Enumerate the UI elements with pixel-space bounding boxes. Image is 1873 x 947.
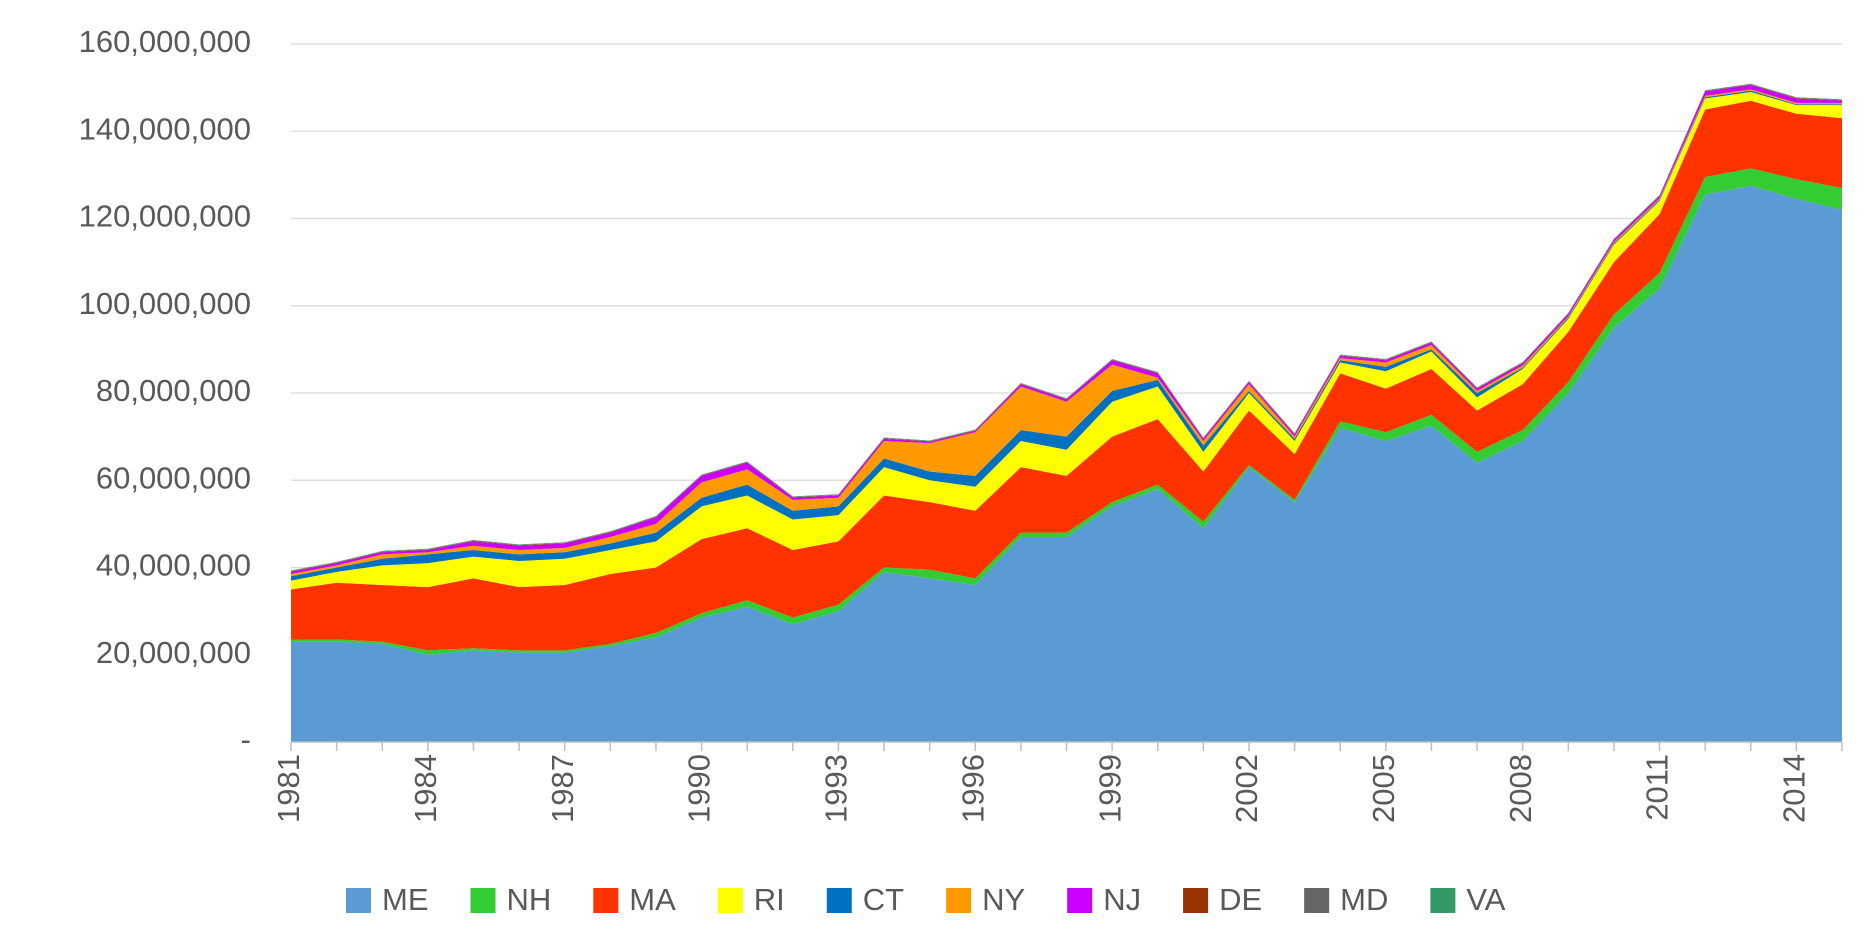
legend-swatch bbox=[593, 888, 619, 913]
x-tick-label: 1981 bbox=[271, 754, 306, 823]
legend-label: NY bbox=[982, 882, 1025, 917]
y-tick-label: 160,000,000 bbox=[79, 24, 251, 59]
y-tick-label: 120,000,000 bbox=[79, 199, 251, 234]
area bbox=[291, 185, 1842, 742]
x-tick-label: 2005 bbox=[1366, 754, 1401, 823]
legend-swatch bbox=[470, 888, 496, 913]
y-tick-label: 100,000,000 bbox=[79, 286, 251, 321]
legend-label: CT bbox=[863, 882, 904, 917]
y-tick-label: 20,000,000 bbox=[96, 635, 251, 670]
legend-label: DE bbox=[1219, 882, 1262, 917]
y-tick-label: 60,000,000 bbox=[96, 460, 251, 495]
y-tick-label: 140,000,000 bbox=[79, 111, 251, 146]
x-tick-label: 1990 bbox=[682, 754, 717, 823]
x-tick-label: 1987 bbox=[545, 754, 580, 823]
legend-label: NH bbox=[507, 882, 552, 917]
y-tick-label: - bbox=[241, 722, 251, 757]
legend-label: MD bbox=[1340, 882, 1388, 917]
area bbox=[291, 85, 1842, 575]
legend-swatch bbox=[1430, 888, 1456, 913]
area bbox=[291, 84, 1842, 572]
area bbox=[291, 84, 1842, 572]
legend-label: VA bbox=[1466, 882, 1505, 917]
legend-label: RI bbox=[754, 882, 785, 917]
area bbox=[291, 168, 1842, 655]
x-tick-label: 2008 bbox=[1503, 754, 1538, 823]
legend-label: MA bbox=[629, 882, 676, 917]
legend-swatch bbox=[826, 888, 852, 913]
y-tick-label: 40,000,000 bbox=[96, 548, 251, 583]
x-tick-label: 1984 bbox=[408, 754, 443, 823]
legend-swatch bbox=[1067, 888, 1093, 913]
legend-label: ME bbox=[382, 882, 429, 917]
legend-swatch bbox=[1304, 888, 1330, 913]
legend-swatch bbox=[717, 888, 743, 913]
x-tick-label: 1993 bbox=[819, 754, 854, 823]
area bbox=[291, 83, 1842, 571]
area bbox=[291, 91, 1842, 590]
legend-swatch bbox=[946, 888, 972, 913]
legend-swatch bbox=[1183, 888, 1209, 913]
area bbox=[291, 89, 1842, 577]
legend-swatch bbox=[346, 888, 371, 913]
x-tick-label: 2011 bbox=[1640, 754, 1675, 821]
y-tick-label: 80,000,000 bbox=[96, 373, 251, 408]
x-tick-label: 1999 bbox=[1092, 754, 1127, 823]
legend-label: NJ bbox=[1103, 882, 1141, 917]
area bbox=[291, 100, 1842, 651]
x-tick-label: 2014 bbox=[1777, 754, 1812, 823]
x-tick-label: 1996 bbox=[955, 754, 990, 823]
x-tick-label: 2002 bbox=[1229, 754, 1264, 823]
